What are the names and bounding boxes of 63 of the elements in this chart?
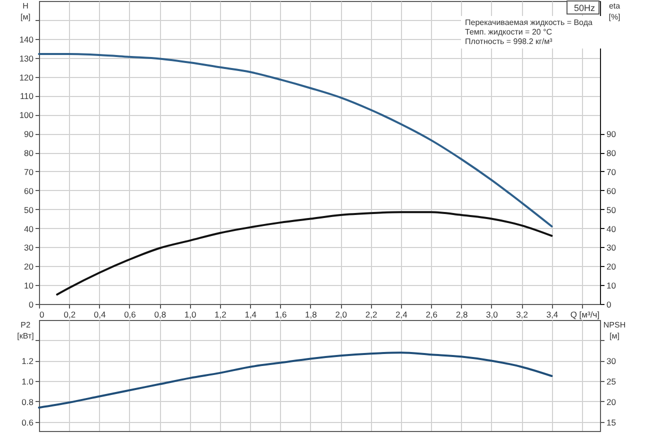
y-tick-label: 80 — [24, 148, 34, 158]
y-tick-label: 130 — [19, 53, 34, 64]
x-tick-label: 3,0 — [486, 310, 498, 320]
y2-tick-label: 60 — [606, 186, 616, 196]
y-tick-label: 1.2 — [22, 356, 34, 366]
y2-tick-label: 30 — [606, 356, 616, 366]
y-tick-label: 50 — [24, 204, 34, 215]
y-tick-label: 140 — [19, 34, 34, 44]
y-tick-label: 0 — [28, 300, 34, 310]
y-tick-label: 110 — [20, 91, 34, 102]
y2-tick-label: 70 — [606, 166, 616, 177]
y-tick-label: 30 — [24, 242, 34, 253]
y2-axis-title: eta [%] — [608, 2, 621, 22]
y-tick-label: 1.0 — [22, 376, 34, 387]
y-tick-label: 10 — [24, 280, 34, 291]
y-tick-label: 40 — [24, 224, 34, 234]
x-tick-label: 0,8 — [154, 310, 166, 320]
x-tick-label: 1,0 — [184, 310, 196, 320]
y-tick-label: 120 — [19, 72, 34, 82]
y-tick-label: 70 — [24, 166, 34, 177]
x-tick-label: 2,2 — [365, 310, 378, 320]
x-tick-label: 2,6 — [426, 310, 438, 320]
line-series — [38, 53, 553, 228]
x-tick-label: 2,4 — [396, 310, 408, 320]
annotation: 50Hz — [574, 3, 596, 13]
x-tick-label: 1,8 — [305, 310, 318, 320]
x-tick-label: 0 — [40, 310, 44, 320]
y2-tick-label: 10 — [606, 280, 616, 291]
y2-tick-label: 0 — [606, 300, 612, 310]
y2-tick-label: 20 — [606, 262, 616, 272]
x-tick-label: 1,2 — [214, 310, 227, 320]
y-tick-label: 0.8 — [22, 396, 34, 407]
y-tick-label: 20 — [24, 262, 34, 272]
x-tick-label: 2,0 — [335, 310, 348, 320]
x-tick-label: 0,4 — [94, 310, 106, 320]
y2-tick-label: 25 — [606, 376, 616, 387]
x-tick-label: 2,8 — [456, 310, 468, 320]
y2-tick-label: 30 — [606, 242, 616, 253]
y-tick-label: 100 — [19, 110, 34, 120]
y-tick-label: 90 — [24, 129, 34, 140]
line-series — [38, 352, 553, 409]
x-axis-title: Q [м³/ч] — [570, 310, 600, 320]
y2-tick-label: 15 — [606, 417, 616, 428]
y2-axis-title: NPSH [м] — [603, 320, 626, 340]
y-axis-title: P2 [кВт] — [17, 320, 34, 340]
x-tick-label: 0,6 — [124, 310, 136, 320]
x-tick-label: 1,6 — [274, 310, 287, 320]
y-tick-label: 60 — [24, 186, 34, 196]
x-tick-label: 0,2 — [64, 310, 76, 320]
x-tick-label: 3,4 — [546, 310, 558, 320]
annotation: Перекачиваемая жидкость = Вода — [465, 18, 593, 27]
y2-tick-label: 80 — [606, 148, 616, 158]
annotation: Темп. жидкости = 20 °C — [465, 28, 552, 36]
x-tick-label: 1,4 — [244, 310, 257, 320]
x-tick-label: 3,2 — [516, 310, 528, 320]
y-axis-title: H [м] — [20, 2, 30, 22]
annotation: Плотность = 998.2 кг/м³ — [465, 37, 553, 46]
y-tick-label: 0.6 — [22, 417, 34, 428]
line-series — [56, 211, 553, 296]
y2-tick-label: 90 — [606, 129, 616, 140]
y2-tick-label: 40 — [606, 224, 616, 234]
y2-tick-label: 50 — [606, 204, 616, 215]
y2-tick-label: 20 — [606, 396, 616, 407]
